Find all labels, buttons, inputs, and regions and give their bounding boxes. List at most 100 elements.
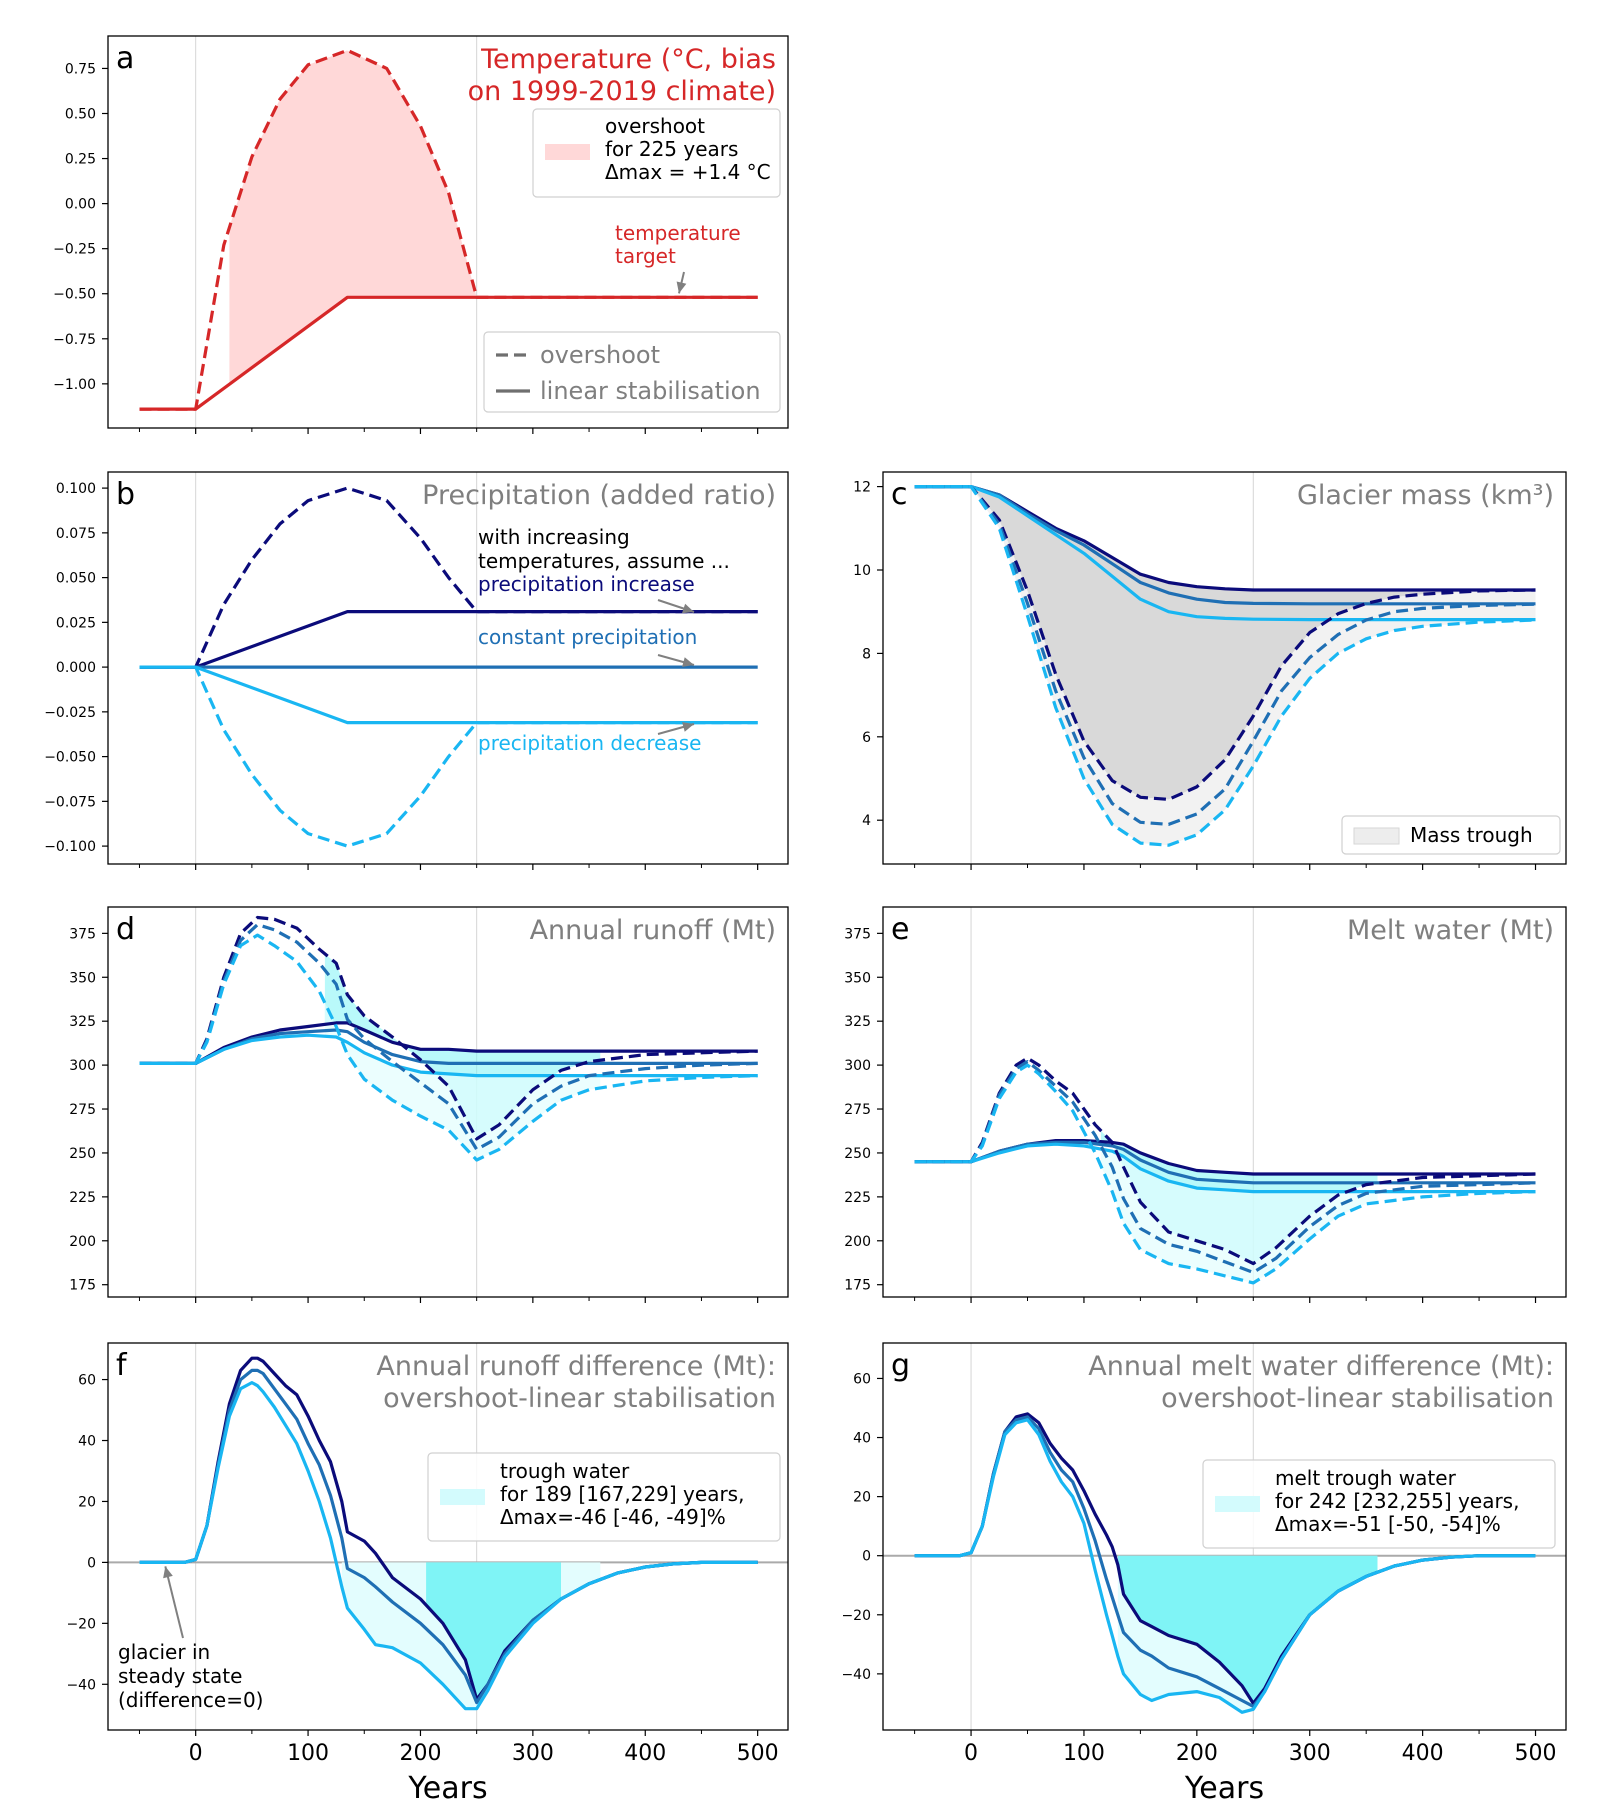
y-tick-label-d: 300 [69,1058,96,1074]
series-line-c-4 [914,485,1536,826]
x-tick-label-g: 0 [964,1741,978,1766]
y-tick-label-d: 225 [69,1190,96,1206]
legend-swatch-c [1353,827,1400,845]
x-tick-label-g: 100 [1063,1741,1105,1766]
y-tick-label-b: 0.100 [56,481,96,497]
panel-title-f: overshoot-linear stabilisation [383,1383,776,1414]
y-tick-label-e: 375 [844,926,871,942]
series-line-a-0 [139,48,758,411]
y-tick-label-b: −0.025 [44,705,96,721]
y-tick-label-g: −40 [841,1667,871,1683]
x-tick-label-f: 500 [737,1741,779,1766]
axes-frame-c [882,471,1567,865]
legend-label-a: overshoot [540,341,660,369]
panel-letter-d: d [116,912,135,947]
x-axis-label-f: Years [407,1771,487,1800]
series-line-a-1 [139,295,758,411]
panel-e: 375 350 325 300 275 250 225 200 175 e Melt water (… [844,907,1554,1303]
y-tick-label-a: 0.75 [65,61,96,77]
y-tick-label-c: 8 [862,646,871,662]
y-tick-label-f: 40 [78,1434,96,1450]
trough-fill-f [426,1562,561,1700]
precip-label-3: constant precipitation [478,625,697,649]
y-tick-label-e: 250 [844,1146,871,1162]
annotation-arrow-f [164,1566,184,1639]
axes-frame-g [882,1342,1567,1731]
y-tick-label-a: 0.00 [65,197,96,213]
fill-legend-text-a: for 225 years [605,137,738,161]
panel-title-b: Precipitation (added ratio) [422,480,776,511]
y-tick-label-g: 60 [853,1371,871,1387]
annotation-text-a: target [615,244,676,268]
fill-legend-text-g: Δmax=-51 [-50, -54]% [1275,1512,1501,1536]
series-line-b-0 [139,486,758,669]
arrow-increase-b-head [681,603,694,614]
y-tick-label-a: −0.25 [53,242,96,258]
y-tick-label-a: −0.50 [53,287,96,303]
y-tick-label-e: 200 [844,1234,871,1250]
panel-letter-b: b [116,477,135,512]
y-tick-label-e: 350 [844,970,871,986]
axes-frame-b [107,471,789,865]
legend-label-c: Mass trough [1410,823,1533,847]
annotation-arrow-f-head [163,1566,173,1579]
y-tick-label-e: 325 [844,1014,871,1030]
series-line-e-4 [914,1060,1536,1274]
x-tick-label-g: 300 [1289,1741,1331,1766]
y-tick-label-b: 0.025 [56,615,96,631]
fill-legend-box-g [1202,1459,1556,1549]
x-tick-label-g: 400 [1402,1741,1444,1766]
y-tick-label-f: 60 [78,1373,96,1389]
y-tick-label-b: −0.100 [44,839,96,855]
fill-legend-text-a: overshoot [605,114,705,138]
series-line-b-4 [139,665,758,725]
y-tick-label-e: 225 [844,1190,871,1206]
annotation-text-a: temperature [615,221,741,245]
y-tick-label-d: 375 [69,926,96,942]
fill-legend-swatch-f [440,1489,485,1505]
annotation-text-f: glacier in [118,1640,210,1664]
y-tick-label-a: 0.50 [65,106,96,122]
x-tick-label-g: 500 [1515,1741,1557,1766]
panel-title-d: Annual runoff (Mt) [530,915,776,946]
fill-legend-box-a [532,108,781,198]
y-tick-label-e: 175 [844,1278,871,1294]
series-line-d-3 [139,915,758,1141]
y-tick-label-d: 350 [69,970,96,986]
panel-b: 0.100 0.075 0.050 0.025 0.000 −0.025 −0.050 −0.… [44,472,776,870]
panel-title-e: Melt water (Mt) [1347,915,1554,946]
series-line-e-5 [914,1063,1536,1285]
series-line-d-5 [139,933,758,1162]
y-tick-label-b: 0.000 [56,660,96,676]
x-axis-label-g: Years [1184,1771,1264,1800]
fill-legend-text-f: Δmax=-46 [-46, -49]% [500,1505,726,1529]
panel-d: 375 350 325 300 275 250 225 200 175 d Annual runof… [69,907,776,1303]
x-tick-label-f: 100 [287,1741,329,1766]
fill-legend-swatch-g [1215,1496,1260,1512]
y-tick-label-d: 325 [69,1014,96,1030]
series-line-e-3 [914,1056,1536,1266]
legend-label-a: linear stabilisation [540,377,761,405]
y-tick-label-g: 0 [862,1549,871,1565]
y-tick-label-c: 6 [862,730,871,746]
y-tick-label-b: −0.050 [44,750,96,766]
axes-frame-e [882,906,1567,1298]
x-tick-label-g: 200 [1176,1741,1218,1766]
fill-legend-text-a: Δmax = +1.4 °C [605,160,771,184]
y-tick-label-c: 4 [862,813,871,829]
panel-letter-a: a [116,41,134,76]
y-tick-label-g: 40 [853,1431,871,1447]
x-tick-label-f: 0 [189,1741,203,1766]
arrow-constant-b-head [682,657,694,667]
fill-legend-text-f: trough water [500,1459,630,1483]
series-line-f-2 [139,1381,758,1711]
y-tick-label-g: −20 [841,1608,871,1624]
series-line-c-3 [914,485,1536,801]
panel-title-g: Annual melt water difference (Mt): [1088,1351,1554,1382]
series-line-e-1 [914,1140,1536,1185]
series-line-d-4 [139,923,758,1151]
series-line-e-0 [914,1139,1536,1176]
panel-a: 0.75 0.50 0.25 0.00 −0.25 −0.50 −0.75 −1.00 a Tem… [53,36,781,434]
